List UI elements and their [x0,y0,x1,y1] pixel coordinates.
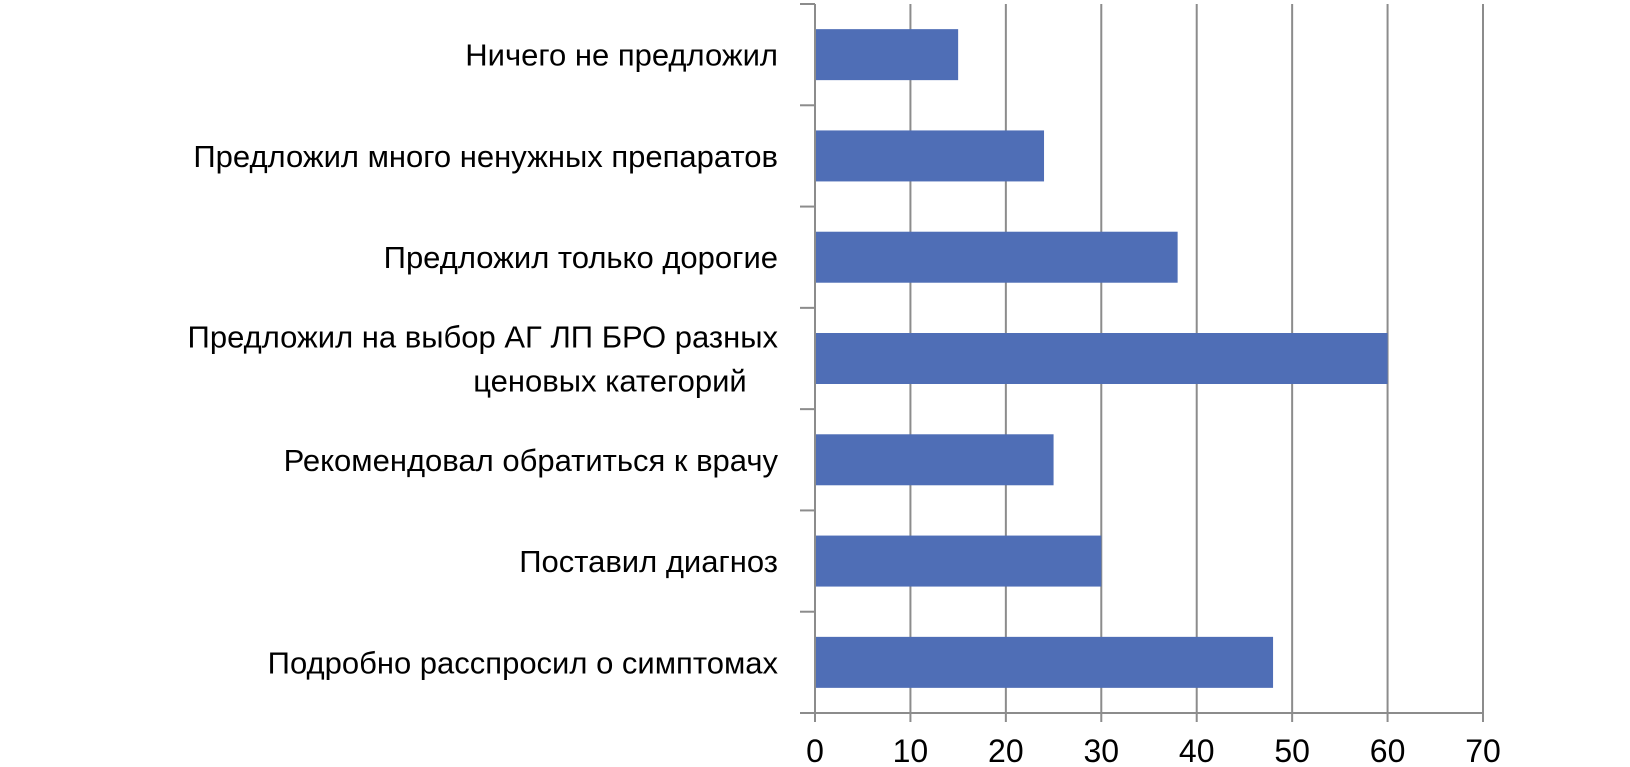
x-tick-label: 40 [1179,733,1215,767]
x-tick-label: 0 [806,733,824,767]
bar [815,434,1054,486]
axes [800,3,1484,722]
category-label: Поставил диагноз [519,544,778,579]
category-labels: Ничего не предложил Предложил много ненуж… [188,38,779,681]
x-tick-label: 10 [893,733,929,767]
bar [815,29,959,81]
x-tick-label: 50 [1274,733,1310,767]
category-label: Ничего не предложил [465,38,778,73]
bar [815,636,1274,688]
x-tick-label: 70 [1465,733,1501,767]
bar [815,130,1045,182]
bars [815,29,1388,688]
category-label: Подробно расспросил о симптомах [268,645,779,680]
category-label: Предложил много ненужных препаратов [193,139,778,174]
category-label: Предложил на выбор АГ ЛП БРО разных [188,320,779,355]
x-tick-label: 30 [1083,733,1119,767]
category-label: Рекомендовал обратиться к врачу [284,443,779,478]
x-tick-label: 20 [988,733,1024,767]
bar [815,333,1388,384]
x-tick-label: 60 [1370,733,1406,767]
bar [815,535,1102,587]
bar [815,231,1178,283]
category-label: Предложил только дорогие [384,240,778,275]
category-label: ценовых категорий [473,364,747,399]
x-tick-labels: 0 10 20 30 40 50 60 70 [806,733,1501,767]
